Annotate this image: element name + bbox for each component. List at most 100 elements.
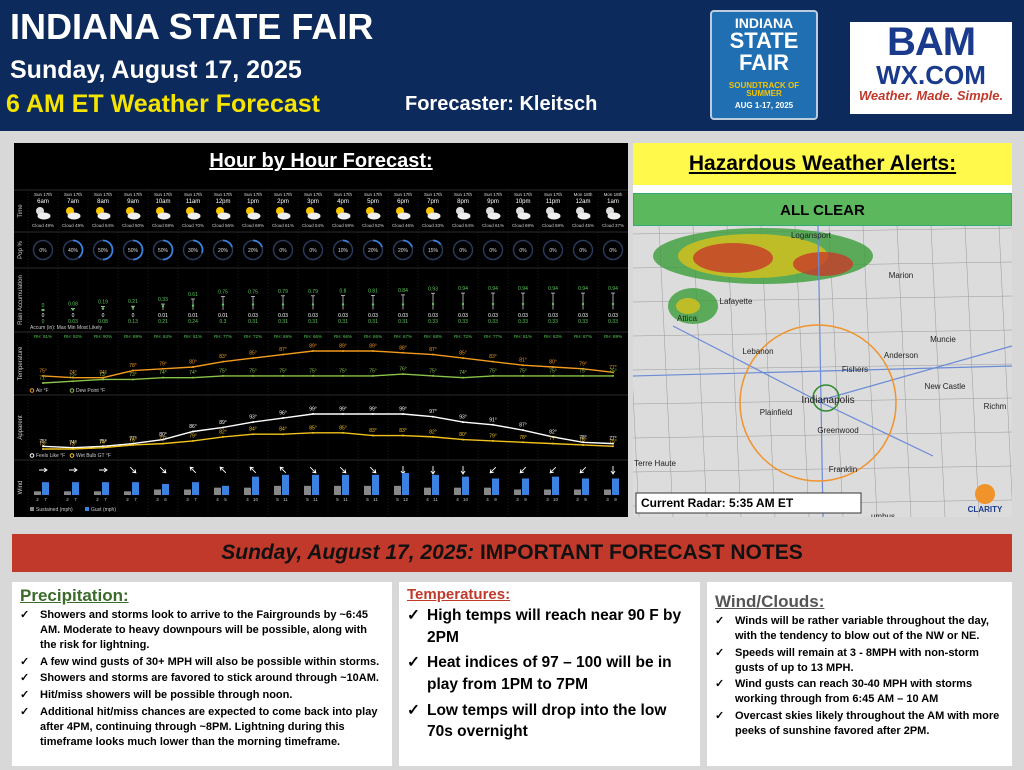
sustained-label: 4 <box>486 497 489 502</box>
rain-likely-label: 0.33 <box>578 319 588 325</box>
cloud-label: Cloud 61% <box>272 223 294 228</box>
value-label: 74° <box>69 370 77 376</box>
sustained-bar <box>604 489 611 495</box>
pop-arc <box>102 239 114 261</box>
series-point <box>552 435 554 438</box>
weather-icon <box>577 212 591 220</box>
county-line <box>930 226 946 517</box>
value-label: 75° <box>339 368 347 374</box>
gust-label: 7 <box>134 497 137 502</box>
gust-bar <box>462 476 469 495</box>
rain-likely-label: 0.03 <box>68 319 78 325</box>
value-label: 74° <box>99 440 107 446</box>
wind-arrow <box>489 466 497 474</box>
rh-label: RH: 84% <box>154 334 172 339</box>
rh-label: RH: 83% <box>544 334 562 339</box>
sustained-bar <box>64 491 71 495</box>
hour-label: 1pm <box>247 199 259 205</box>
series-point <box>372 374 374 377</box>
weather-icon <box>187 212 201 220</box>
rain-max-label: 0.93 <box>428 286 438 292</box>
sustained-bar <box>214 487 221 495</box>
series-point <box>612 445 614 448</box>
row-label: Rain Accumulation <box>18 275 24 325</box>
rain-likely-label: 0.33 <box>518 319 528 325</box>
weather-icon <box>337 212 351 220</box>
county-line <box>862 226 878 517</box>
rain-max-label: 0.94 <box>488 286 498 292</box>
rain-likely <box>371 303 375 306</box>
value-label: 75° <box>519 368 527 374</box>
series-point <box>192 439 194 442</box>
rain-min-label: 0.03 <box>398 313 408 319</box>
wind-arrow <box>579 466 587 474</box>
cloud-label: Cloud 70% <box>182 223 204 228</box>
rain-max-label: 0.75 <box>248 290 258 296</box>
county-line <box>633 329 1012 337</box>
pop-label: 0% <box>39 248 47 254</box>
city-label: umbus <box>871 512 895 517</box>
value-label: 75° <box>489 368 497 374</box>
logo-text: STATE <box>729 28 799 53</box>
value-label: 85° <box>309 425 317 431</box>
hour-label: 7pm <box>427 199 439 205</box>
rain-max-label: 0.8 <box>340 289 347 295</box>
hour-label: 11pm <box>546 199 561 205</box>
hour-label: 4pm <box>337 199 349 205</box>
series-point <box>312 431 314 434</box>
rh-label: RH: 81% <box>514 334 532 339</box>
section-title: Temperatures: <box>407 586 511 603</box>
series-point <box>582 441 584 444</box>
city-label: New Castle <box>925 382 966 391</box>
notes-banner: Sunday, August 17, 2025: IMPORTANT FOREC… <box>12 534 1012 572</box>
pop-arc <box>432 239 442 246</box>
wind-arrow <box>460 466 466 475</box>
weather-icon <box>97 212 111 220</box>
rh-label: RH: 69% <box>274 334 292 339</box>
value-label: 75° <box>429 368 437 374</box>
weather-icon <box>547 212 561 220</box>
pop-arc <box>132 239 144 261</box>
series-point <box>42 448 44 450</box>
pop-ring <box>452 239 474 261</box>
radar-echo <box>793 252 853 276</box>
notes-column: Precipitation: Showers and storms look to… <box>12 582 392 766</box>
gust-label: 11 <box>373 497 378 502</box>
section-title: Wind/Clouds: <box>715 592 825 611</box>
gust-label: 9 <box>524 497 527 502</box>
pop-label: 30% <box>188 248 199 254</box>
value-label: 83° <box>219 354 227 360</box>
value-label: 84° <box>279 427 287 433</box>
gust-bar <box>132 482 139 495</box>
weather-icon <box>157 212 171 220</box>
road <box>633 365 1012 377</box>
cloud-label: Cloud 37% <box>602 223 624 228</box>
weather-icon <box>397 212 411 220</box>
day-label: Sun 17th <box>544 192 563 197</box>
series-point <box>342 431 344 434</box>
logo-text: SOUNDTRACK OF SUMMER <box>728 81 800 98</box>
series-point <box>192 376 194 379</box>
legend-label: Wet Bulb GT °F <box>76 453 111 459</box>
pop-arc <box>372 239 383 248</box>
rain-max-label: 0.33 <box>158 297 168 303</box>
gust-label: 7 <box>104 497 107 502</box>
hour-label: 12pm <box>215 199 230 205</box>
hour-label: 9pm <box>487 199 499 205</box>
pop-arc <box>342 239 350 244</box>
brand-icon <box>975 484 995 504</box>
gust-bar <box>582 478 589 495</box>
rain-min-label: 0.03 <box>488 313 498 319</box>
rh-label: RH: 91% <box>34 334 52 339</box>
county-line <box>633 363 1012 371</box>
rain-likely <box>191 304 195 307</box>
rain-min-label: 0.03 <box>278 313 288 319</box>
row-label: Temperature <box>18 346 24 380</box>
rh-label: RH: 81% <box>184 334 202 339</box>
rain-likely-label: 0.33 <box>608 319 618 325</box>
value-label: 89° <box>369 344 377 350</box>
logo-text: AUG 1-17, 2025 <box>734 101 794 110</box>
rain-max-label: 0.94 <box>548 286 558 292</box>
series-point <box>582 367 584 370</box>
rain-likely <box>41 308 45 312</box>
